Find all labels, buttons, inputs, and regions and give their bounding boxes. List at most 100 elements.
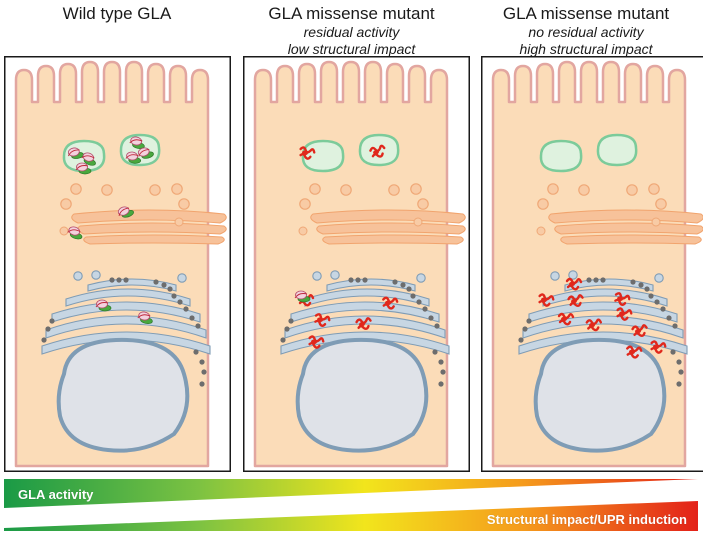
golgi-cisterna xyxy=(310,209,466,224)
misfolded-gla-protein xyxy=(614,292,631,306)
misfolded-gla-protein xyxy=(557,312,575,326)
ribosome xyxy=(45,326,51,332)
er-vesicle xyxy=(91,270,101,280)
ribosome xyxy=(201,369,207,375)
ribosome xyxy=(284,326,290,332)
vesicle xyxy=(340,184,352,196)
ribosome xyxy=(49,318,55,324)
golgi-cisterna xyxy=(548,209,703,224)
ribosome xyxy=(195,323,201,329)
ribosome xyxy=(355,277,361,283)
misfolded-gla-protein xyxy=(308,335,325,349)
vesicle xyxy=(59,226,69,236)
golgi-cisterna xyxy=(322,234,464,245)
vesicle xyxy=(626,184,638,196)
cell-panel-high-impact xyxy=(481,56,703,472)
cell-panel-wild-type xyxy=(4,56,231,472)
ribosome xyxy=(638,282,644,288)
ribosome xyxy=(678,369,684,375)
vesicle xyxy=(70,183,82,195)
ribosome xyxy=(438,359,444,365)
er-sheet xyxy=(280,331,450,355)
gla-activity-label: GLA activity xyxy=(18,487,94,502)
cell xyxy=(491,60,703,468)
vesicle xyxy=(388,184,400,196)
ribosome xyxy=(440,369,446,375)
ribosome xyxy=(406,286,412,292)
ribosome xyxy=(177,299,183,305)
ribosome xyxy=(648,293,654,299)
golgi-cisterna xyxy=(316,222,466,235)
er-vesicle xyxy=(568,270,578,280)
er-sheet xyxy=(284,315,446,339)
ribosome xyxy=(193,349,199,355)
vesicle xyxy=(655,198,667,210)
ribosome xyxy=(666,315,672,321)
vesicle xyxy=(101,184,113,196)
ribosome xyxy=(432,349,438,355)
ribosome xyxy=(167,286,173,292)
golgi-cisterna xyxy=(83,234,225,245)
ribosome xyxy=(670,349,676,355)
vesicle xyxy=(648,183,660,195)
wild-type-gla-protein xyxy=(294,290,311,303)
panel-title: GLA missense mutant xyxy=(268,4,435,23)
ribosome xyxy=(586,277,592,283)
nucleus xyxy=(533,337,667,453)
lysosome xyxy=(301,139,345,173)
panel-title: Wild type GLA xyxy=(62,4,172,23)
ribosome xyxy=(392,279,398,285)
panel-subtitle-activity: no residual activity xyxy=(528,24,644,40)
wild-type-gla-protein xyxy=(75,162,92,175)
cell xyxy=(253,60,466,468)
vesicle xyxy=(60,198,72,210)
wild-type-gla-protein xyxy=(117,206,134,218)
vesicle xyxy=(171,183,183,195)
wild-type-gla-protein xyxy=(137,311,153,324)
er-vesicle xyxy=(73,271,83,281)
ribosome xyxy=(438,381,444,387)
vesicle xyxy=(410,183,422,195)
er-vesicle xyxy=(177,273,187,283)
ribosome xyxy=(183,306,189,312)
ribosome xyxy=(672,323,678,329)
ribosome xyxy=(171,293,177,299)
vesicle xyxy=(298,226,308,236)
panel-title-low-impact: GLA missense mutant residual activity lo… xyxy=(234,4,469,58)
wild-type-gla-protein xyxy=(67,147,84,159)
ribosome xyxy=(123,277,129,283)
er-sheet xyxy=(290,301,440,323)
wild-type-gla-protein xyxy=(129,136,145,149)
panel-subtitle-impact: high structural impact xyxy=(519,41,653,57)
nucleus xyxy=(56,337,190,453)
er-sheet xyxy=(65,288,191,307)
ribosome xyxy=(109,277,115,283)
misfolded-gla-protein xyxy=(626,345,643,359)
vesicle xyxy=(547,183,559,195)
ribosome xyxy=(422,306,428,312)
ribosome xyxy=(362,277,368,283)
er-vesicle xyxy=(312,271,322,281)
er-vesicle xyxy=(654,273,664,283)
ribosome xyxy=(660,306,666,312)
golgi-cisterna xyxy=(77,222,227,235)
ribosome xyxy=(676,381,682,387)
er-sheet xyxy=(304,288,430,307)
er-vesicle xyxy=(330,270,340,280)
nucleus xyxy=(295,337,429,453)
endoplasmic-reticulum xyxy=(280,277,450,387)
misfolded-gla-protein xyxy=(616,307,633,321)
misfolded-gla-protein xyxy=(369,144,386,158)
er-sheet xyxy=(518,331,688,355)
ribosome xyxy=(288,318,294,324)
misfolded-gla-protein xyxy=(382,296,399,310)
ribosome xyxy=(428,315,434,321)
ribosome xyxy=(416,299,422,305)
er-vesicle xyxy=(416,273,426,283)
ribosome xyxy=(522,326,528,332)
ribosome xyxy=(434,323,440,329)
structural-impact-label: Structural impact/UPR induction xyxy=(486,512,687,527)
cell-panel-low-impact xyxy=(243,56,470,472)
vesicle xyxy=(149,184,161,196)
ribosome xyxy=(161,282,167,288)
